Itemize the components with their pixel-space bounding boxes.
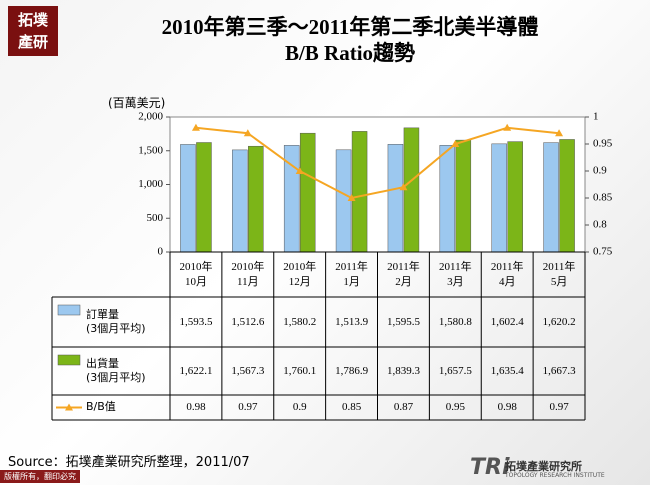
x-tick-label: 2011年 3月 bbox=[439, 261, 472, 288]
bar bbox=[387, 144, 404, 253]
data-label: 0.97 bbox=[238, 401, 258, 414]
data-label: 1,595.5 bbox=[386, 315, 420, 328]
data-label: 0.95 bbox=[445, 401, 465, 414]
line-marker bbox=[503, 123, 512, 131]
data-label: 1,512.6 bbox=[231, 315, 265, 328]
x-tick-label: 2010年 10月 bbox=[179, 261, 213, 288]
data-label: 1,602.4 bbox=[490, 315, 524, 328]
legend-label: 訂單量 (3個月平均) bbox=[86, 307, 146, 335]
institute-name-en: TOPOLOGY RESEARCH INSTITUTE bbox=[505, 472, 605, 479]
line-marker bbox=[191, 123, 200, 131]
data-label: 0.98 bbox=[186, 401, 206, 414]
data-label: 1,567.3 bbox=[231, 364, 265, 377]
legend-marker bbox=[65, 403, 73, 411]
bar bbox=[299, 132, 316, 253]
y2-tick-label: 0.95 bbox=[593, 138, 613, 150]
copyright: 版權所有，翻印必究 bbox=[0, 470, 80, 483]
data-label: 1,513.9 bbox=[335, 315, 369, 328]
bar bbox=[491, 143, 507, 253]
data-label: 1,620.2 bbox=[542, 315, 576, 328]
bar bbox=[455, 139, 472, 253]
data-label: 1,760.1 bbox=[283, 364, 317, 377]
x-tick-label: 2011年 5月 bbox=[542, 261, 576, 288]
bar bbox=[507, 141, 523, 253]
line-marker bbox=[399, 183, 408, 191]
y2-tick-label: 0.75 bbox=[593, 246, 613, 258]
y-tick-label: 0 bbox=[158, 246, 164, 258]
bar bbox=[351, 131, 368, 253]
data-label: 0.87 bbox=[393, 401, 414, 414]
line bbox=[195, 126, 560, 200]
y-tick-label: 1,500 bbox=[138, 144, 163, 156]
bar bbox=[180, 144, 196, 253]
data-label: 0.98 bbox=[497, 401, 517, 414]
data-label: 1,839.3 bbox=[386, 364, 420, 377]
legend-label: B/B值 bbox=[86, 400, 116, 414]
x-tick-label: 2010年 11月 bbox=[231, 261, 265, 288]
data-label: 0.9 bbox=[292, 401, 307, 414]
x-tick-label: 2011年 1月 bbox=[335, 261, 368, 288]
data-label: 1,580.2 bbox=[283, 315, 317, 328]
line-marker bbox=[555, 129, 564, 137]
line-marker bbox=[347, 194, 356, 201]
y-tick-label: 2,000 bbox=[138, 111, 163, 123]
institute-name: 拓墣產業研究所 bbox=[505, 460, 582, 473]
data-label: 0.85 bbox=[341, 401, 362, 414]
bar bbox=[232, 149, 248, 253]
bar bbox=[248, 145, 264, 253]
logo-mark: TRi bbox=[470, 455, 510, 480]
data-label: 1,667.3 bbox=[542, 364, 576, 377]
line-marker bbox=[243, 129, 252, 137]
data-label: 1,622.1 bbox=[179, 364, 213, 377]
bar bbox=[439, 145, 456, 253]
data-label: 0.97 bbox=[549, 401, 569, 414]
y-axis-label: (百萬美元) bbox=[108, 96, 166, 110]
y-tick-label: 1,000 bbox=[138, 178, 163, 190]
data-label: 1,786.9 bbox=[335, 364, 369, 377]
data-label: 1,635.4 bbox=[490, 364, 524, 377]
chart-title: 2010年第三季～2011年第二季北美半導體 B/B Ratio趨勢 bbox=[161, 15, 539, 65]
bar bbox=[543, 142, 559, 253]
x-tick-label: 2011年 4月 bbox=[490, 261, 524, 288]
data-label: 1,580.8 bbox=[438, 315, 472, 328]
y2-tick-label: 0.8 bbox=[593, 219, 607, 231]
legend-label: 出貨量 (3個月平均) bbox=[86, 356, 146, 384]
data-label: 1,593.5 bbox=[179, 315, 213, 328]
y2-tick-label: 0.85 bbox=[593, 192, 613, 204]
bar bbox=[196, 142, 212, 253]
legend-swatch bbox=[57, 354, 81, 366]
data-label: 1,657.5 bbox=[438, 364, 472, 377]
legend-swatch bbox=[57, 304, 81, 316]
source: Source：拓墣產業研究所整理，2011/07 bbox=[8, 455, 250, 470]
x-tick-label: 2010年 12月 bbox=[283, 261, 317, 288]
y-tick-label: 500 bbox=[147, 212, 164, 224]
y2-tick-label: 1 bbox=[593, 111, 599, 123]
logo: 拓墣 產研 bbox=[8, 6, 58, 56]
bar bbox=[559, 139, 575, 253]
y2-tick-label: 0.9 bbox=[593, 165, 607, 177]
line-marker bbox=[451, 140, 460, 147]
line-marker bbox=[295, 167, 304, 174]
x-tick-label: 2011年 2月 bbox=[387, 261, 420, 288]
